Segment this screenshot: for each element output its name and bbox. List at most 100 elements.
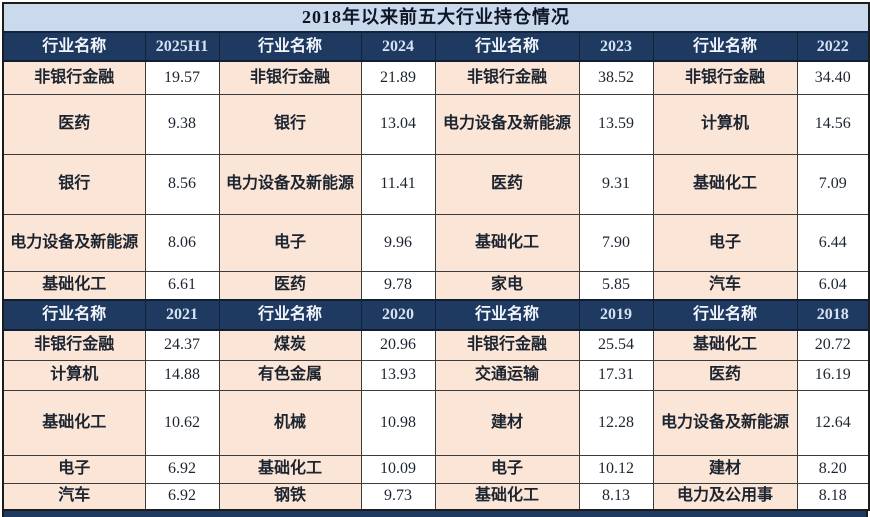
industry-cell: 非银行金融 [652,60,798,95]
data-row: 银行 8.56 电力设备及新能源 11.41 医药 9.31 基础化工 7.09 [2,153,870,215]
value-cell: 38.52 [578,60,654,95]
data-row: 非银行金融 24.37 煤炭 20.96 非银行金融 25.54 基础化工 20… [2,329,870,361]
industry-cell: 非银行金融 [218,60,362,95]
data-row: 基础化工 6.61 医药 9.78 家电 5.85 汽车 6.04 [2,270,870,301]
value-cell: 9.31 [578,153,654,215]
industry-cell: 建材 [434,389,580,456]
industry-cell: 医药 [434,153,580,215]
value-cell: 17.31 [578,359,654,391]
industry-cell: 机械 [218,389,362,456]
value-cell: 9.38 [144,93,220,155]
value-cell: 14.56 [796,93,870,155]
industry-cell: 电力设备及新能源 [434,93,580,155]
data-row: 基础化工 10.62 机械 10.98 建材 12.28 电力设备及新能源 12… [2,389,870,456]
value-cell: 10.62 [144,389,220,456]
industry-cell: 银行 [218,93,362,155]
industry-cell: 非银行金融 [434,60,580,95]
industry-cell: 煤炭 [218,329,362,361]
value-cell: 6.44 [796,213,870,272]
value-cell: 24.37 [144,329,220,361]
industry-name-header: 行业名称 [2,31,146,62]
value-cell: 13.04 [360,93,436,155]
year-header-2024: 2024 [360,31,436,62]
value-cell: 10.98 [360,389,436,456]
industry-cell: 基础化工 [2,389,146,456]
industry-name-header: 行业名称 [218,299,362,331]
industry-name-header: 行业名称 [434,299,580,331]
value-cell: 6.92 [144,482,220,511]
value-cell: 13.59 [578,93,654,155]
year-header-2025h1: 2025H1 [144,31,220,62]
industry-cell: 电力设备及新能源 [2,213,146,272]
value-cell: 9.96 [360,213,436,272]
industry-cell: 基础化工 [218,454,362,484]
industry-cell: 电子 [652,213,798,272]
header-row-bottom: 行业名称 2021 行业名称 2020 行业名称 2019 行业名称 2018 [2,299,870,331]
value-cell: 10.09 [360,454,436,484]
industry-cell: 银行 [2,153,146,215]
year-header-2020: 2020 [360,299,436,331]
year-header-2021: 2021 [144,299,220,331]
industry-cell: 汽车 [652,270,798,301]
industry-cell: 钢铁 [218,482,362,511]
value-cell: 20.72 [796,329,870,361]
industry-cell: 电子 [434,454,580,484]
industry-cell: 电子 [218,213,362,272]
data-row: 电子 6.92 基础化工 10.09 电子 10.12 建材 8.20 [2,454,870,484]
value-cell: 6.92 [144,454,220,484]
value-cell: 14.88 [144,359,220,391]
value-cell: 11.41 [360,153,436,215]
industry-cell: 基础化工 [434,482,580,511]
industry-name-header: 行业名称 [218,31,362,62]
data-row: 电力设备及新能源 8.06 电子 9.96 基础化工 7.90 电子 6.44 [2,213,870,272]
industry-cell: 医药 [218,270,362,301]
value-cell: 8.06 [144,213,220,272]
value-cell: 10.12 [578,454,654,484]
value-cell: 25.54 [578,329,654,361]
industry-cell: 基础化工 [652,153,798,215]
value-cell: 21.89 [360,60,436,95]
industry-cell: 交通运输 [434,359,580,391]
next-header-row-partial [2,511,868,517]
value-cell: 34.40 [796,60,870,95]
value-cell: 8.18 [796,482,870,511]
industry-cell: 基础化工 [2,270,146,301]
industry-cell: 医药 [2,93,146,155]
industry-cell: 电子 [2,454,146,484]
industry-cell: 家电 [434,270,580,301]
value-cell: 19.57 [144,60,220,95]
data-row: 计算机 14.88 有色金属 13.93 交通运输 17.31 医药 16.19 [2,359,870,391]
value-cell: 8.56 [144,153,220,215]
value-cell: 9.78 [360,270,436,301]
industry-name-header: 行业名称 [652,31,798,62]
industry-cell: 电力设备及新能源 [218,153,362,215]
industry-cell: 电力及公用事 [652,482,798,511]
industry-name-header: 行业名称 [652,299,798,331]
value-cell: 5.85 [578,270,654,301]
year-header-2018: 2018 [796,299,870,331]
industry-cell: 非银行金融 [2,329,146,361]
value-cell: 20.96 [360,329,436,361]
value-cell: 8.20 [796,454,870,484]
value-cell: 12.28 [578,389,654,456]
industry-cell: 基础化工 [652,329,798,361]
year-header-2022: 2022 [796,31,870,62]
header-row-top: 行业名称 2025H1 行业名称 2024 行业名称 2023 行业名称 202… [2,31,870,62]
value-cell: 7.09 [796,153,870,215]
industry-cell: 基础化工 [434,213,580,272]
industry-cell: 汽车 [2,482,146,511]
table-title: 2018年以来前五大行业持仓情况 [2,2,870,33]
value-cell: 6.04 [796,270,870,301]
industry-name-header: 行业名称 [2,299,146,331]
year-header-2019: 2019 [578,299,654,331]
industry-cell: 计算机 [2,359,146,391]
value-cell: 6.61 [144,270,220,301]
data-row: 汽车 6.92 钢铁 9.73 基础化工 8.13 电力及公用事 8.18 [2,482,870,511]
industry-cell: 非银行金融 [434,329,580,361]
industry-cell: 医药 [652,359,798,391]
value-cell: 13.93 [360,359,436,391]
value-cell: 8.13 [578,482,654,511]
data-row: 非银行金融 19.57 非银行金融 21.89 非银行金融 38.52 非银行金… [2,60,870,95]
